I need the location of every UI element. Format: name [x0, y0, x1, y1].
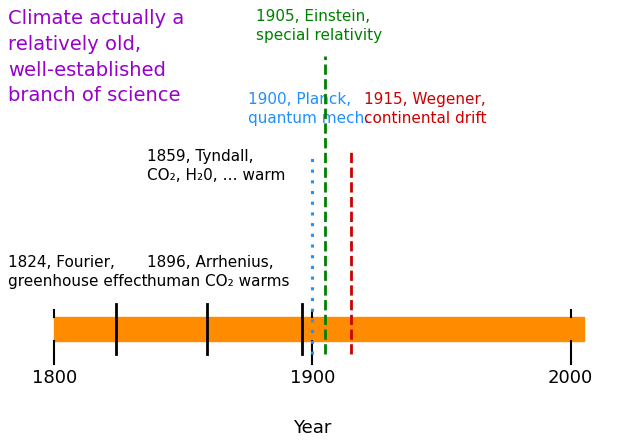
Text: 1824, Fourier,
greenhouse effect: 1824, Fourier, greenhouse effect [8, 255, 147, 289]
Text: Year: Year [293, 419, 332, 437]
Text: 2000: 2000 [548, 369, 593, 387]
Text: 1900, Planck,
quantum mech.: 1900, Planck, quantum mech. [248, 92, 369, 126]
Text: 1900: 1900 [290, 369, 335, 387]
Text: 1905, Einstein,
special relativity: 1905, Einstein, special relativity [256, 9, 382, 43]
Text: Climate actually a
relatively old,
well-established
branch of science: Climate actually a relatively old, well-… [8, 9, 184, 105]
Text: 1915, Wegener,
continental drift: 1915, Wegener, continental drift [364, 92, 487, 126]
Text: 1800: 1800 [32, 369, 77, 387]
Text: 1859, Tyndall,
CO₂, H₂0, … warm: 1859, Tyndall, CO₂, H₂0, … warm [148, 149, 286, 183]
Text: 1896, Arrhenius,
human CO₂ warms: 1896, Arrhenius, human CO₂ warms [148, 255, 290, 289]
Bar [54, 317, 584, 340]
